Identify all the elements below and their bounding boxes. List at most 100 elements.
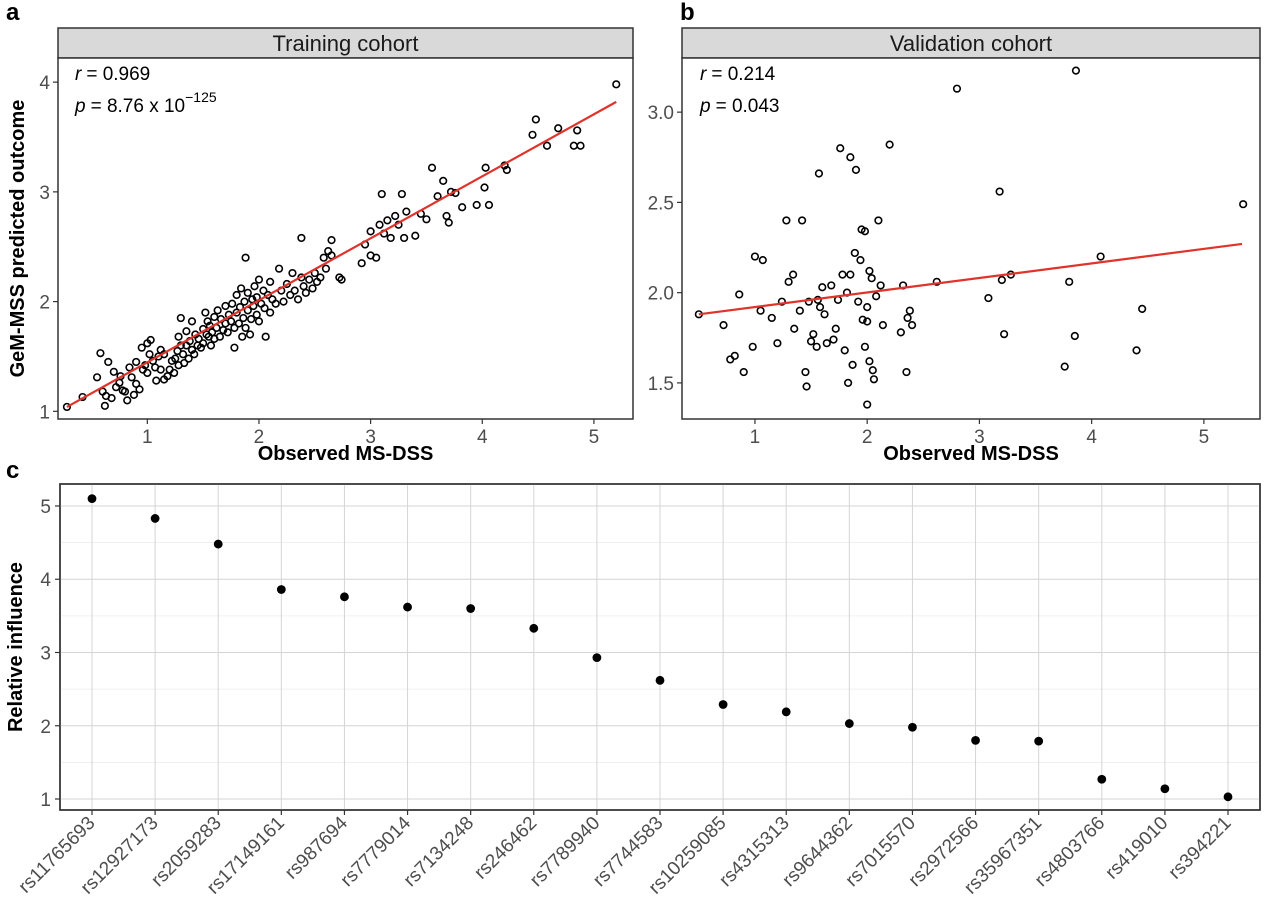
panel-b-data-point: [869, 375, 879, 384]
panel-a-r-value: = 0.969: [86, 64, 150, 85]
panel-b-x-tick-label: 2: [862, 427, 873, 448]
panel-b-data-point: [758, 256, 767, 265]
panel-b-data-point: [902, 367, 911, 377]
panel-b-data-point: [863, 400, 872, 409]
panel-b-data-point: [836, 144, 845, 153]
panel-c-data-point: [655, 675, 665, 685]
panel-a-data-point: [238, 332, 247, 341]
panel-a-data-point: [127, 373, 136, 382]
panel-b-data-point: [872, 292, 881, 301]
panel-a-data-point: [237, 284, 246, 293]
panel-a-y-axis-title: GeM-MSS predicted outcome: [7, 100, 29, 378]
panel-a-data-point: [194, 334, 203, 343]
panel-b-data-point: [997, 275, 1006, 285]
panel-b-data-point: [854, 297, 863, 306]
panel-b-data-point: [850, 248, 859, 258]
panel-a-data-point: [321, 264, 331, 273]
panel-a-data-point: [230, 343, 239, 352]
panel-a-data-point: [143, 368, 152, 378]
panel-b-data-point: [827, 281, 836, 290]
panel-b-x-tick-label: 5: [1199, 427, 1210, 448]
panel-b-data-point: [905, 306, 914, 315]
panel-b-x-axis-title: Observed MS-DSS: [883, 443, 1059, 465]
panel-a-data-point: [260, 304, 269, 313]
panel-a-data-point: [402, 207, 411, 216]
panel-a-data-point: [337, 275, 346, 284]
panel-a-data-point: [247, 315, 256, 324]
panel-a-data-point: [386, 233, 395, 243]
panel-a-data-point: [180, 358, 189, 368]
panel-b-data-point: [952, 84, 962, 93]
panel-a-data-point: [184, 354, 193, 363]
panel-b-data-point: [1065, 277, 1074, 286]
panel-b-data-point: [846, 270, 855, 279]
panel-b-data-point: [984, 293, 993, 303]
panel-a-data-point: [357, 259, 366, 268]
panel-c-x-tick-label: rs419010: [1102, 813, 1173, 884]
panel-a-p-value: = 8.76 x 10: [91, 96, 186, 117]
panel-a-data-point: [316, 273, 325, 282]
panel-a: a Training cohort 1 2 3 4 5 1 2 3 4 r = 0.969 p = …: [6, 0, 634, 465]
panel-a-data-point: [135, 385, 144, 394]
panel-a-letter: a: [6, 0, 20, 26]
panel-b-data-point: [851, 165, 861, 175]
panel-a-data-point: [433, 192, 442, 201]
panel-a-data-point: [107, 394, 116, 403]
panel-c-data-point: [276, 585, 286, 594]
panel-a-data-point: [170, 368, 179, 378]
panel-b-data-point: [806, 337, 816, 346]
panel-a-data-point: [245, 330, 255, 339]
panel-a-data-point: [297, 233, 306, 243]
panel-a-data-point: [187, 345, 197, 354]
panel-b-data-point: [865, 266, 874, 276]
panel-c-y-tick-label: 4: [40, 570, 51, 591]
panel-a-data-point: [145, 350, 154, 359]
panel-b-y-tick-label: 1.5: [648, 374, 674, 395]
panel-a-x-tick-label: 4: [477, 427, 488, 448]
panel-b-data-point: [860, 227, 870, 236]
panel-a-data-point: [263, 290, 273, 300]
panel-b-r-value: = 0.214: [711, 64, 775, 85]
panel-b-data-point: [777, 297, 786, 306]
panel-b-data-point: [822, 339, 831, 348]
panel-a-data-point: [146, 335, 155, 345]
panel-a-data-point: [196, 343, 206, 352]
panel-b-data-point: [831, 324, 840, 333]
panel-a-data-point: [400, 233, 409, 243]
panel-c-data-point: [844, 719, 854, 728]
panel-a-data-point: [182, 327, 191, 336]
panel-a-data-point: [215, 332, 224, 341]
panel-a-data-point: [120, 387, 130, 396]
panel-a-x-tick-label: 5: [589, 427, 600, 448]
panel-a-data-point: [271, 299, 280, 308]
panel-c-data-point: [1160, 784, 1170, 794]
panel-a-data-point: [203, 317, 212, 326]
panel-a-y-tick-label: 3: [39, 183, 50, 204]
panel-a-data-point: [391, 211, 400, 221]
panel-a-data-point: [259, 286, 268, 295]
panel-c-data-point: [529, 623, 539, 633]
panel-b-data-point: [789, 270, 798, 279]
panel-a-data-point: [213, 306, 222, 315]
panel-a-data-point: [92, 373, 102, 382]
panel-a-data-point: [377, 189, 386, 199]
panel-b-p-value: = 0.043: [716, 96, 780, 117]
panel-a-data-point: [290, 286, 299, 295]
panel-a-data-point: [427, 163, 437, 172]
panel-c-x-tick-label: rs394221: [1165, 813, 1236, 884]
panel-a-data-point: [132, 357, 141, 367]
panel-b-data-point: [804, 297, 813, 306]
panel-b-data-point: [858, 315, 867, 324]
panel-a-fit-line: [66, 100, 617, 408]
panel-b-data-point: [784, 277, 793, 286]
panel-a-data-point: [241, 323, 250, 333]
panel-c-y-tick-label: 5: [40, 497, 51, 518]
panel-a-data-point: [129, 390, 139, 399]
panel-a-y-tick-label: 2: [39, 293, 50, 314]
panel-a-data-point: [239, 313, 248, 323]
panel-a-data-point: [187, 317, 197, 326]
panel-b-data-point: [876, 281, 885, 290]
panel-b-data-point: [885, 140, 894, 149]
panel-a-data-point: [458, 203, 467, 212]
panel-b-data-point: [840, 346, 849, 355]
